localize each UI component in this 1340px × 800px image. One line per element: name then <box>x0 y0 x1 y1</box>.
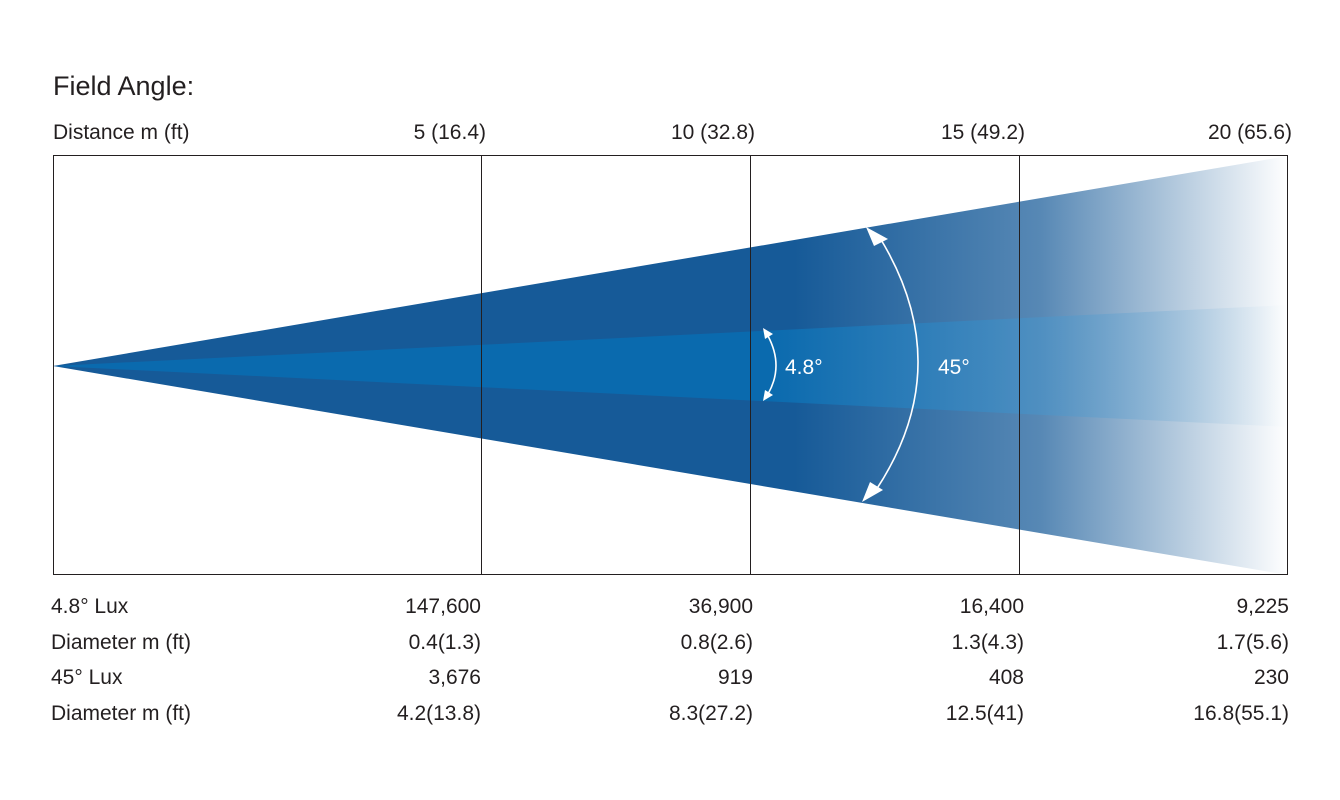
distance-10m: 10 (32.8) <box>670 121 755 144</box>
table-row: 45° Lux 3,676 919 408 230 <box>0 663 1340 699</box>
narrow-angle-arc <box>767 335 777 395</box>
table-cell: 147,600 <box>405 595 481 618</box>
table-row: 4.8° Lux 147,600 36,900 16,400 9,225 <box>0 592 1340 628</box>
table-cell: 919 <box>717 666 753 689</box>
distance-5m: 5 (16.4) <box>413 121 486 144</box>
table-row: Diameter m (ft) 4.2(13.8) 8.3(27.2) 12.5… <box>0 699 1340 735</box>
wide-angle-arc <box>875 237 919 491</box>
wide-arrow-bottom-icon <box>862 482 883 502</box>
table-cell: 12.5(41) <box>945 701 1024 725</box>
distance-20m: 20 (65.6) <box>1207 121 1292 144</box>
table-cell: 8.3(27.2) <box>668 701 753 725</box>
table-cell: 1.7(5.6) <box>1216 630 1289 654</box>
row-label: 4.8° Lux <box>51 595 129 618</box>
distance-15m: 15 (49.2) <box>940 121 1025 144</box>
narrow-beam <box>53 305 1288 427</box>
table-cell: 3,676 <box>428 666 481 689</box>
table-cell: 36,900 <box>688 595 753 618</box>
wide-arrow-top-icon <box>866 227 888 246</box>
table-cell: 16,400 <box>959 595 1024 618</box>
table-cell: 0.8(2.6) <box>680 630 753 654</box>
distance-label: Distance m (ft) <box>53 121 190 144</box>
table-cell: 0.4(1.3) <box>408 630 481 654</box>
row-label: Diameter m (ft) <box>51 630 192 654</box>
narrow-arrow-top-icon <box>763 328 773 339</box>
table-cell: 408 <box>988 666 1024 689</box>
table-cell: 16.8(55.1) <box>1193 701 1289 725</box>
table-cell: 1.3(4.3) <box>951 630 1024 654</box>
table-row: Diameter m (ft) 0.4(1.3) 0.8(2.6) 1.3(4.… <box>0 628 1340 664</box>
table-cell: 230 <box>1253 666 1289 689</box>
wide-angle-label: 45° <box>938 356 970 379</box>
page-title: Field Angle: <box>53 71 195 101</box>
narrow-angle-label: 4.8° <box>785 356 823 379</box>
distance-header: Distance m (ft) 5 (16.4) 10 (32.8) 15 (4… <box>0 118 1340 148</box>
diagram-frame <box>53 155 1288 575</box>
row-label: Diameter m (ft) <box>51 701 192 725</box>
table-cell: 4.2(13.8) <box>396 701 481 725</box>
photometric-table: 4.8° Lux 147,600 36,900 16,400 9,225 Dia… <box>0 592 1340 734</box>
table-cell: 9,225 <box>1236 595 1289 618</box>
row-label: 45° Lux <box>51 666 123 689</box>
narrow-arrow-bottom-icon <box>763 390 773 401</box>
